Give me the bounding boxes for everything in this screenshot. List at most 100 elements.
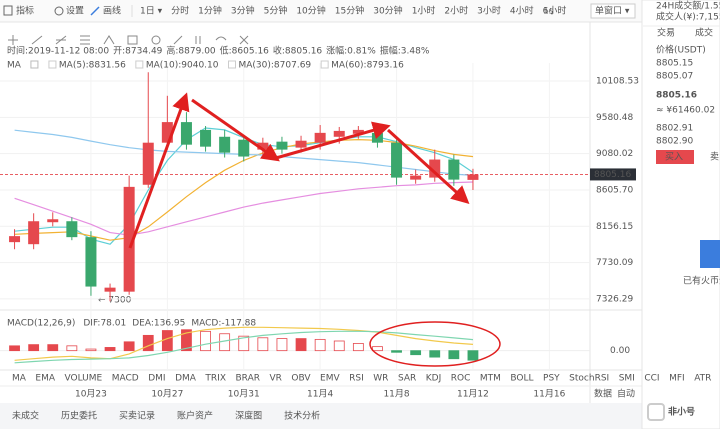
ohlc-info[interactable]: 时间:2019-11-12 08:00: [7, 45, 109, 57]
candle-body: [9, 236, 21, 243]
period-button[interactable]: 4小时: [510, 5, 534, 17]
legend-box: [30, 60, 39, 69]
x-tick-label: 10月27: [151, 389, 183, 400]
ohlc-info[interactable]: 振幅:3.48%: [380, 45, 430, 57]
candle-body: [180, 122, 192, 145]
bottom-tab[interactable]: 未成交: [12, 410, 39, 422]
indicator-tab[interactable]: MTM: [480, 374, 501, 384]
candle-body: [467, 174, 479, 180]
last-price: 8805.16: [656, 91, 697, 101]
axis-control[interactable]: 自动: [617, 388, 635, 400]
period-button[interactable]: 30分钟: [373, 5, 402, 17]
indicator-tab[interactable]: EMV: [320, 374, 340, 384]
ohlc-info[interactable]: 涨幅:0.81%: [326, 45, 376, 57]
period-button[interactable]: 5分钟: [264, 5, 288, 17]
legend-entry[interactable]: MA(30):8707.69: [239, 61, 312, 71]
indicator-tab[interactable]: CCI: [644, 374, 659, 384]
macd-bar: [429, 350, 441, 358]
indicator-tab[interactable]: StochRSI: [569, 374, 609, 384]
candle-body: [276, 141, 288, 150]
bottom-tabs-bg: [0, 403, 642, 429]
bottom-tab[interactable]: 技术分析: [284, 410, 320, 422]
indicator-tab[interactable]: DMI: [148, 374, 165, 384]
candle-body: [219, 136, 231, 153]
indicator-tab[interactable]: EMA: [35, 374, 55, 384]
period-button[interactable]: 10分钟: [296, 5, 325, 17]
bid: 8802.91: [656, 124, 693, 134]
toolbar-button[interactable]: 单窗口 ▾: [595, 5, 630, 17]
indicator-tab[interactable]: DMA: [175, 374, 197, 384]
side-tab[interactable]: 交易: [657, 27, 675, 39]
indicator-tab[interactable]: RSI: [349, 374, 364, 384]
indicator-tab[interactable]: WR: [373, 374, 388, 384]
bottom-tab[interactable]: 账户资产: [177, 410, 213, 422]
icon: [127, 35, 138, 45]
y-tick-label: 10108.53: [596, 77, 639, 87]
x-tick-label: 11月8: [383, 389, 409, 400]
stat: 24H成交额/1.55: [656, 0, 720, 12]
indicator-tab[interactable]: SAR: [398, 374, 416, 384]
ohlc-info[interactable]: 高:8879.00: [166, 45, 216, 57]
bottom-tab[interactable]: 买卖记录: [119, 411, 155, 422]
x-tick-label: 11月12: [457, 389, 489, 400]
ohlc-info[interactable]: 低:8605.16: [220, 45, 270, 57]
period-button[interactable]: 1小时: [412, 5, 436, 17]
candle-body: [352, 129, 364, 134]
indicator-tab[interactable]: ROC: [451, 374, 471, 384]
candle-body: [142, 142, 154, 185]
toolbar-button[interactable]: 画线: [103, 5, 121, 17]
side-tab[interactable]: 成交: [695, 27, 713, 39]
icon: [173, 35, 183, 45]
toolbar-button[interactable]: 设置: [66, 6, 84, 17]
indicator-tab[interactable]: KDJ: [426, 374, 442, 384]
watermark: 非小号: [668, 406, 695, 418]
period-button[interactable]: 3小时: [477, 5, 501, 17]
macd-bar: [104, 347, 116, 352]
period-button[interactable]: 3分钟: [231, 5, 255, 17]
macd-bar: [410, 350, 422, 356]
last-price-label: 8805.16: [594, 170, 631, 180]
toolbar-button[interactable]: 指标: [16, 5, 34, 17]
indicator-tab[interactable]: MFI: [669, 374, 685, 384]
indicator-tab[interactable]: TRIX: [204, 374, 226, 384]
legend-entry[interactable]: MA(5):8831.56: [59, 61, 126, 71]
period-button[interactable]: 1日 ▾: [140, 6, 163, 17]
draw-tools: [8, 35, 249, 45]
toolbar-button[interactable]: 1s: [543, 7, 554, 17]
macd-legend: DIF:78.01: [83, 319, 126, 329]
ohlc-info[interactable]: 开:8734.49: [113, 46, 163, 57]
indicator-tab[interactable]: BOLL: [510, 374, 533, 384]
macd-bar: [28, 344, 40, 352]
indicator-tab[interactable]: VR: [269, 374, 281, 384]
indicator-tab[interactable]: VOLUME: [65, 374, 103, 384]
candle-body: [28, 221, 40, 245]
legend-entry[interactable]: MA(10):9040.10: [146, 61, 219, 71]
icon: [3, 5, 13, 16]
ohlc-info[interactable]: 收:8805.16: [273, 45, 323, 57]
indicator-tab[interactable]: BRAR: [236, 374, 260, 384]
legend-entry[interactable]: MA(60):8793.16: [331, 61, 404, 71]
indicator-tab[interactable]: ATR: [694, 374, 711, 384]
ma-line: [14, 181, 474, 236]
bottom-tab[interactable]: 历史委托: [61, 410, 97, 422]
legend-box: [48, 60, 57, 69]
period-button[interactable]: 2小时: [444, 5, 468, 17]
period-button[interactable]: 6小时: [543, 5, 567, 17]
period-button[interactable]: 15分钟: [335, 5, 364, 17]
indicator-tab[interactable]: PSY: [543, 374, 560, 384]
bottom-tab[interactable]: 深度图: [235, 410, 262, 422]
candle-body: [391, 142, 403, 178]
window-select[interactable]: [590, 3, 636, 19]
period-button[interactable]: 分时: [171, 5, 189, 17]
indicator-tab[interactable]: MA: [12, 374, 27, 384]
axis-control[interactable]: 数据: [594, 388, 612, 400]
buy-button[interactable]: [656, 150, 694, 164]
indicator-tab[interactable]: SMI: [619, 374, 635, 384]
watermark-icon: [647, 403, 665, 421]
ask: 8805.07: [656, 72, 693, 82]
indicator-tab[interactable]: OBV: [291, 374, 311, 384]
low-annotation: ← 7300: [98, 296, 132, 306]
period-button[interactable]: 1分钟: [198, 5, 222, 17]
candle-body: [104, 287, 116, 292]
indicator-tab[interactable]: MACD: [112, 374, 139, 384]
